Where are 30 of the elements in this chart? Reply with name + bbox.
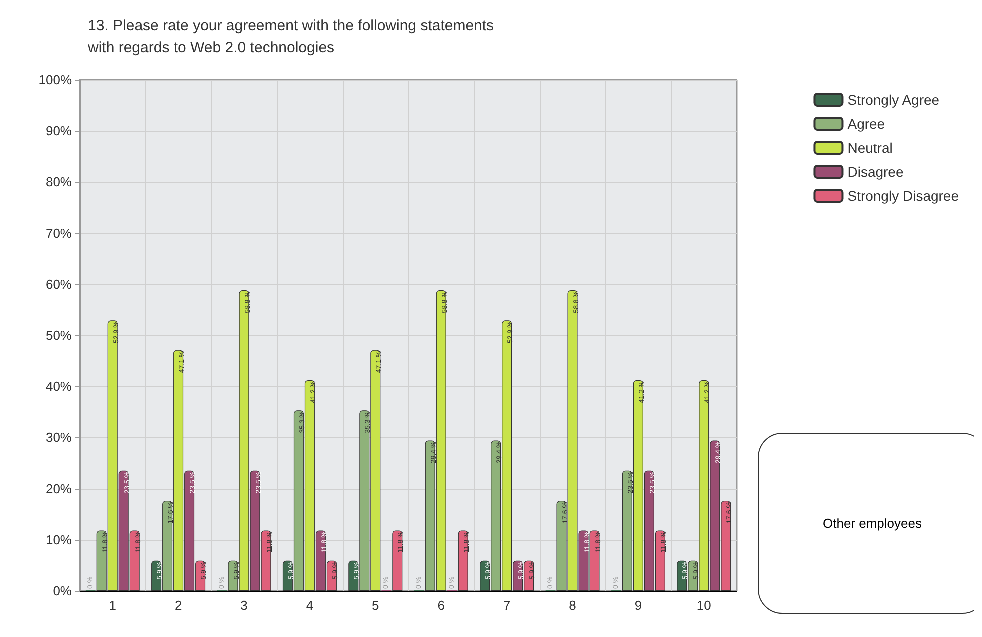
x-tick-label: 9	[634, 598, 642, 613]
y-tick-label: 0%	[53, 584, 72, 598]
chart-title: 13. Please rate your agreement with the following statements with regards to Web 2.0 technologies	[87, 18, 498, 56]
bar	[458, 530, 468, 591]
x-tick-label: 7	[503, 598, 511, 613]
y-tick-label: 60%	[46, 276, 72, 292]
y-tick-label: 10%	[46, 532, 72, 548]
legend-label: Agree	[848, 116, 886, 132]
legend-label: Neutral	[848, 140, 893, 156]
y-tick-label: 40%	[46, 379, 72, 394]
x-tick-label: 2	[174, 598, 182, 613]
x-tick-label: 1	[109, 598, 116, 613]
x-tick-label: 10	[696, 598, 712, 613]
y-tick-label: 100%	[38, 72, 72, 88]
x-tick-label: 5	[372, 598, 380, 613]
text: Other employees	[823, 516, 922, 531]
legend-label: Disagree	[848, 164, 904, 180]
x-tick-label: 8	[569, 598, 576, 613]
x-tick-label: 4	[306, 598, 314, 613]
y-tick-label: 90%	[46, 124, 72, 139]
y-tick-label: 30%	[46, 430, 72, 446]
x-tick-label: 6	[438, 598, 445, 613]
y-tick-label: 70%	[46, 226, 72, 241]
legend-label: Strongly Agree	[848, 92, 940, 108]
x-tick-label: 3	[240, 598, 248, 613]
y-tick-label: 80%	[46, 174, 72, 190]
y-tick-label: 50%	[46, 328, 72, 343]
y-tick-label: 20%	[46, 481, 72, 496]
legend-label: Strongly Disagree	[848, 188, 960, 204]
bar	[392, 530, 403, 591]
